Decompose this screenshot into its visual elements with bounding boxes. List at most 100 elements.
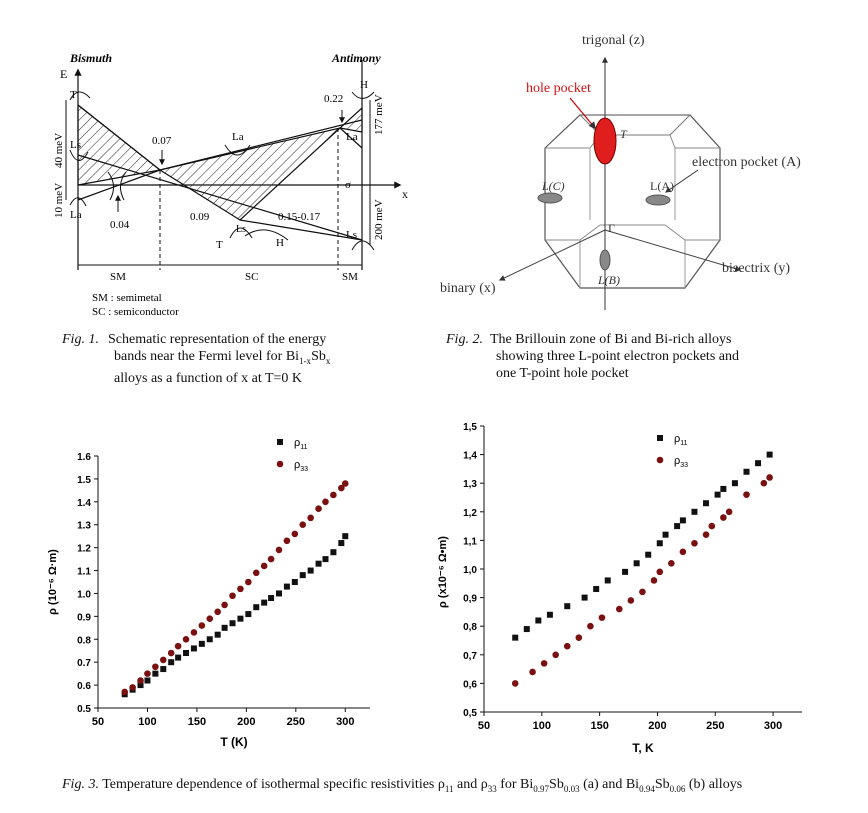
fig3a-legend-marker — [276, 460, 284, 468]
fig3a-point-rho11 — [245, 611, 252, 618]
fig3b-point-rho11 — [593, 586, 600, 593]
fig2-point-t: T — [620, 127, 628, 141]
fig3a-point-rho33 — [330, 491, 337, 499]
fig2-electron-pocket-label: electron pocket (A) — [692, 155, 801, 170]
fig3a-point-rho33 — [338, 484, 345, 492]
fig1-e-axis-label: E — [60, 67, 67, 81]
fig3a-ytick-label: 1.3 — [77, 521, 91, 532]
fig1-caption-line-3: alloys as a function of x at T=0 K — [114, 370, 303, 386]
fig1-label-la-mid: La — [232, 131, 244, 143]
fig1-sigma-label: σ — [345, 179, 351, 191]
fig3a-point-rho11 — [315, 560, 322, 567]
fig3a-point-rho33 — [307, 514, 314, 522]
fig3b-point-rho11 — [755, 460, 762, 467]
fig3a-ytick-label: 1.5 — [77, 475, 91, 486]
fig3a-point-rho11 — [206, 636, 213, 643]
fig3a-xticks: 50 100 150 200 250 300 — [92, 708, 354, 728]
fig1-label-022: 0.22 — [324, 93, 343, 105]
fig3a-point-rho33 — [229, 592, 236, 600]
fig3a-point-rho11 — [137, 682, 144, 689]
fig3b-point-rho11 — [674, 523, 681, 530]
fig3a-point-rho33 — [190, 629, 198, 636]
fig3b-point-rho33 — [720, 514, 727, 521]
fig3b-point-rho33 — [760, 479, 768, 487]
fig1-sc: SC — [245, 271, 258, 283]
fig3a-point-rho11 — [221, 624, 228, 631]
fig3a-point-rho33 — [137, 677, 144, 684]
fig3a-point-rho33 — [121, 688, 129, 696]
fig3a-point-rho11 — [190, 645, 197, 652]
fig3b-point-rho11 — [766, 451, 773, 458]
fig3a-point-rho11 — [237, 615, 244, 622]
fig1-label-009: 0.09 — [190, 211, 210, 223]
fig3b-point-rho11 — [703, 500, 710, 507]
fig3-caption: Fig. 3. Temperature dependence of isothe… — [62, 777, 743, 794]
fig3b-point-rho33 — [540, 660, 548, 667]
fig3a-ytick-label: 1.1 — [77, 567, 91, 578]
fig3a-ytick-label: 1.6 — [77, 452, 91, 463]
fig3b-point-rho11 — [581, 594, 588, 601]
fig1-label-200mev: 200 meV — [373, 199, 385, 240]
fig3a-point-rho33 — [315, 505, 322, 512]
fig3b-point-rho11 — [656, 540, 663, 547]
fig3a-ytick-label: 0.8 — [77, 635, 91, 646]
fig2-trigonal-label: trigonal (z) — [582, 33, 645, 48]
fig3a-xtick-label: 50 — [92, 716, 104, 728]
fig3b-yticks: 0,5 0,6 0,7 0,8 0,9 1,0 1,1 1,2 1,3 1,4 1,5 — [463, 422, 484, 719]
fig3b-ytick-label: 0,6 — [463, 679, 477, 690]
fig1-label-10mev: 10 meV — [53, 183, 65, 218]
fig2-caption-line-1: The Brillouin zone of Bi and Bi-rich all… — [490, 332, 732, 347]
fig1-label-la-right: La — [346, 131, 358, 143]
fig3b-point-rho33 — [702, 531, 710, 538]
fig2-caption-line-3: one T-point hole pocket — [496, 366, 629, 381]
fig3b-point-rho11 — [731, 480, 738, 487]
fig3b-point-rho33 — [766, 474, 773, 481]
fig3a-point-rho33 — [129, 684, 136, 691]
fig3b-point-rho11 — [535, 617, 542, 624]
fig3b-legend-marker — [656, 456, 664, 464]
fig3b-marks — [511, 451, 773, 687]
fig2-bisectrix-label: bisectrix (y) — [722, 261, 790, 276]
fig3a-point-rho33 — [237, 585, 244, 593]
fig3a-point-rho33 — [322, 498, 329, 506]
fig1-label-ls-mid: Ls — [236, 224, 246, 235]
fig3a-chart: 50 100 150 200 250 300 0.5 0.6 0.7 0.8 0.9 1.0 1.1 1… — [47, 437, 370, 749]
fig3b-point-rho11 — [743, 468, 750, 475]
fig3b-point-rho11 — [512, 634, 519, 641]
fig3b-ytick-label: 1,1 — [463, 536, 477, 547]
fig3a-legend-label: ρ33 — [294, 459, 308, 473]
fig2-caption: Fig. 2. The Brillouin zone of Bi and Bi-… — [446, 331, 846, 382]
fig3a-ytick-label: 1.2 — [77, 544, 91, 555]
fig3a-xtick-label: 250 — [287, 716, 305, 728]
fig3b-xtick-label: 250 — [706, 720, 724, 732]
fig3b-point-rho11 — [523, 626, 530, 633]
fig3a-point-rho11 — [299, 572, 306, 579]
fig3a-point-rho11 — [291, 579, 298, 585]
fig3b-point-rho11 — [622, 568, 629, 575]
fig3a-point-rho11 — [168, 659, 175, 666]
fig1-band-diagram: Bismuth Antimony E x T Ls La La H La Ls … — [53, 51, 408, 318]
fig3a-point-rho11 — [268, 595, 275, 602]
fig3b-point-rho33 — [650, 577, 658, 584]
fig3a-legend-label: ρ11 — [294, 437, 308, 451]
fig3b-point-rho33 — [725, 508, 733, 516]
fig3a-point-rho33 — [291, 530, 299, 538]
fig3a-point-rho11 — [322, 556, 329, 563]
fig1-caption: Fig. 1. Schematic representation of the … — [62, 331, 392, 387]
fig3a-point-rho33 — [198, 622, 206, 629]
fig3a-xtick-label: 200 — [237, 716, 255, 728]
fig2-hole-pocket-label: hole pocket — [526, 81, 591, 96]
fig3a-point-rho33 — [214, 608, 221, 616]
fig1-label-h-right: H — [360, 79, 368, 91]
fig3b-point-rho33 — [691, 539, 698, 547]
fig3b-ytick-label: 1,3 — [463, 479, 477, 490]
fig1-label-015: 0.15-0.17 — [278, 211, 321, 223]
fig1-label-t-mid: T — [216, 239, 223, 251]
fig3b-xtick-label: 150 — [590, 720, 608, 732]
fig3a-point-rho33 — [260, 562, 268, 570]
fig3a-point-rho33 — [152, 663, 159, 671]
fig3b-ylabel: ρ (x10⁻⁶ Ω•m) — [437, 536, 449, 608]
fig3b-point-rho33 — [615, 605, 623, 613]
fig3b-ytick-label: 1,4 — [463, 451, 477, 462]
fig1-label-004: 0.04 — [110, 219, 130, 231]
